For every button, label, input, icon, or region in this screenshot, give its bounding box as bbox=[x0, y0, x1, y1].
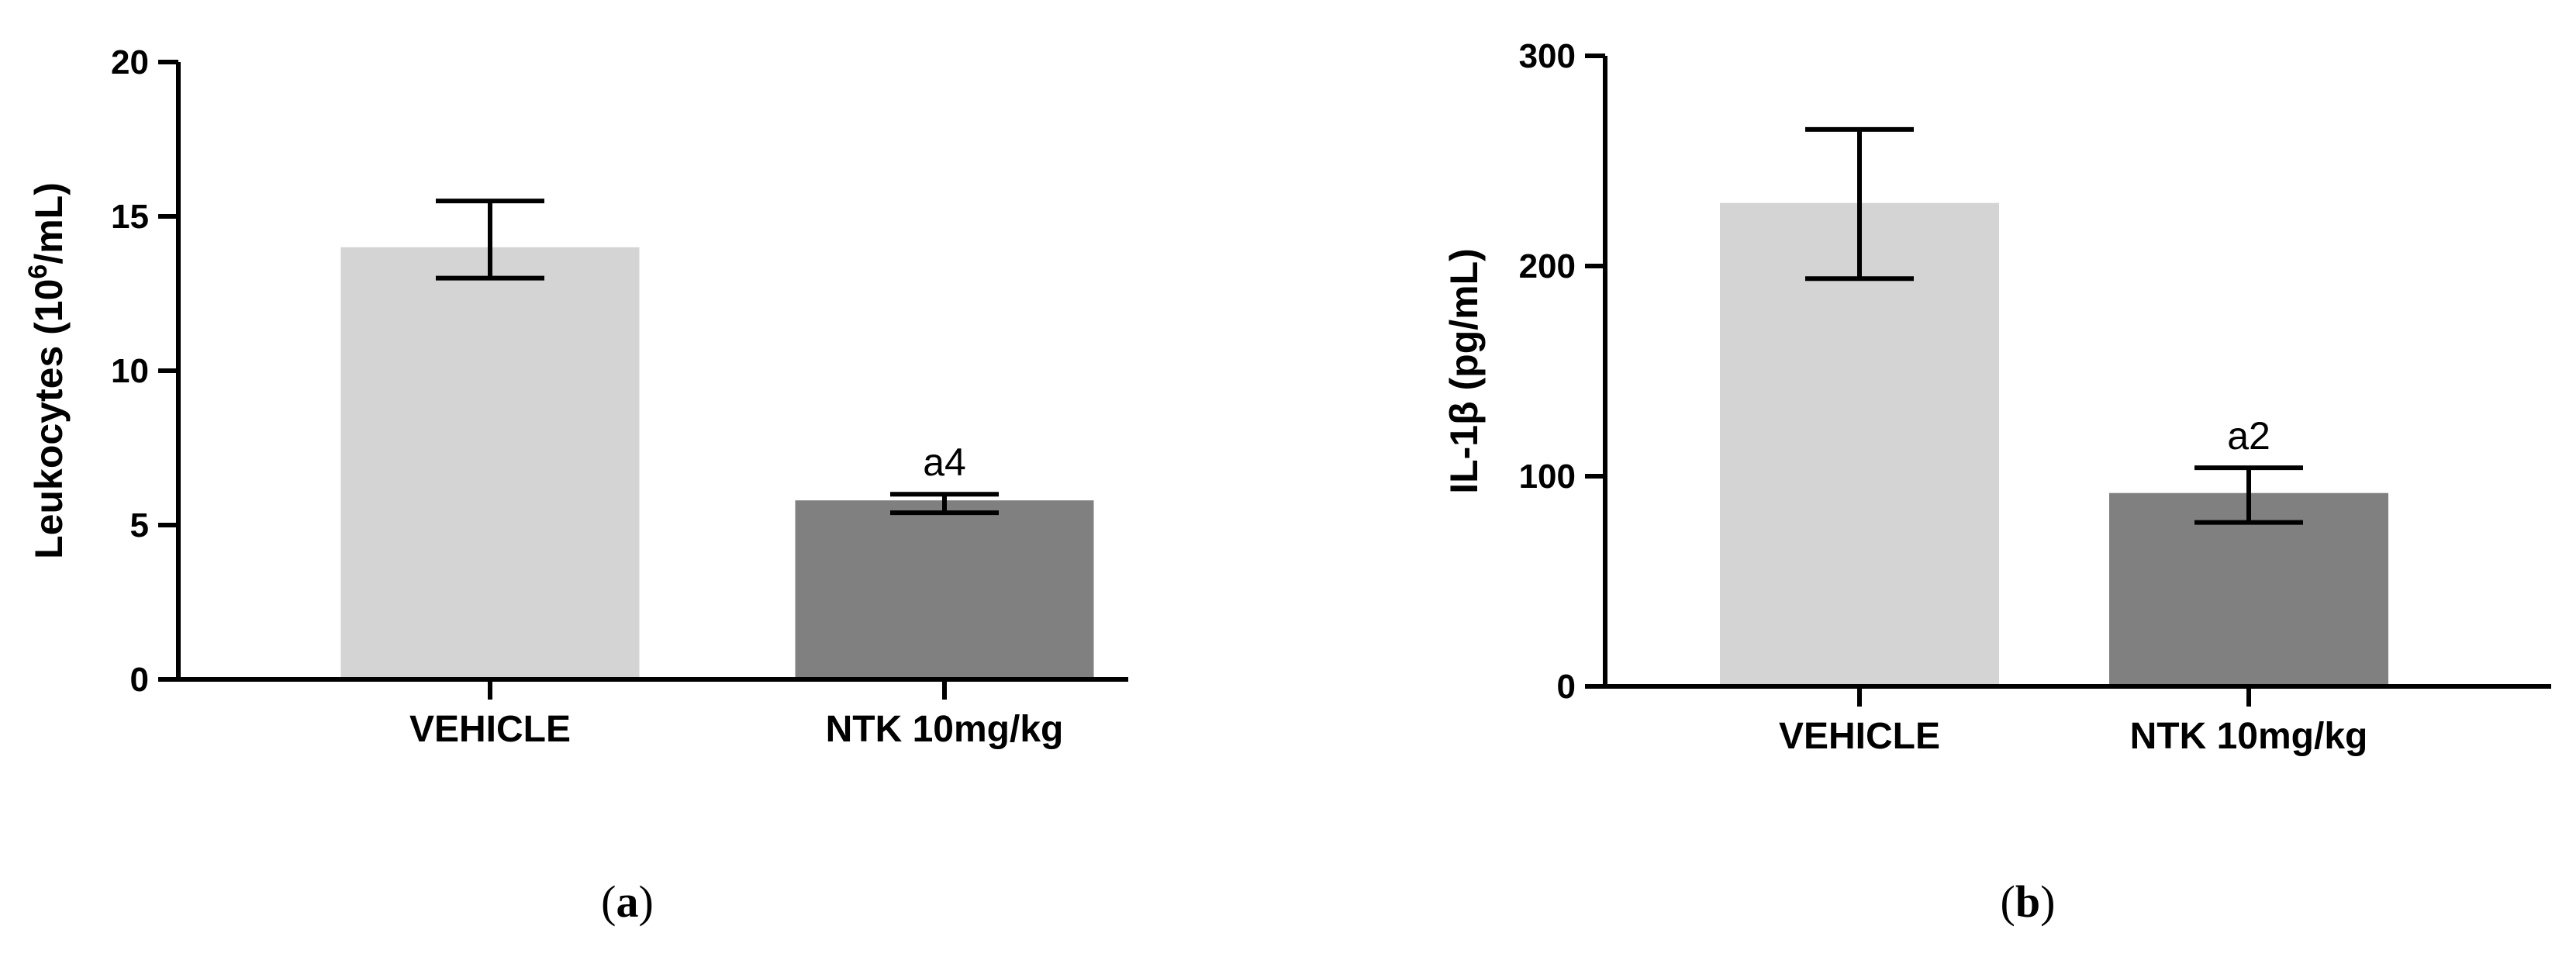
significance-label: a2 bbox=[2227, 414, 2270, 458]
x-category-label: NTK 10mg/kg bbox=[826, 709, 1064, 750]
panel-label: (a) bbox=[601, 876, 654, 927]
panel-label-letter: b bbox=[2015, 876, 2040, 927]
y-tick-label: 300 bbox=[1519, 37, 1576, 75]
x-category-label: VEHICLE bbox=[1779, 716, 1940, 757]
y-tick-label: 0 bbox=[1557, 668, 1576, 706]
significance-label: a4 bbox=[923, 441, 966, 484]
panel-label-open: ( bbox=[601, 876, 616, 927]
y-tick-label: 5 bbox=[130, 506, 149, 544]
chart-panel-a: a4 0 5 10 15 20 VEHICLE NTK 10mg/kg Leukocytes (… bbox=[23, 43, 1128, 927]
chart-panel-b: a2 0 100 200 300 VEHICLE NTK 10mg/kg IL-1β (pg/… bbox=[1442, 37, 2551, 927]
panel-label: (b) bbox=[2001, 876, 2056, 927]
y-tick-label: 15 bbox=[111, 198, 149, 236]
bar-vehicle bbox=[340, 247, 640, 679]
bar-ntk bbox=[2109, 492, 2388, 686]
error-bar bbox=[1805, 126, 1914, 282]
y-tick-label: 0 bbox=[130, 661, 149, 699]
y-axis-title-superscript: 6 bbox=[23, 264, 53, 279]
panel-label-letter: a bbox=[616, 876, 639, 927]
error-bar bbox=[890, 492, 999, 516]
y-axis-title-main: Leukocytes (10 bbox=[27, 279, 71, 559]
panel-label-open: ( bbox=[2001, 876, 2015, 927]
y-axis-title-main: IL-1β (pg/mL) bbox=[1442, 248, 1486, 494]
bar-vehicle bbox=[1720, 202, 1999, 686]
y-axis-title: Leukocytes (106/mL) bbox=[23, 182, 71, 559]
y-tick-label: 100 bbox=[1519, 458, 1576, 496]
panel-label-close: ) bbox=[2040, 876, 2055, 927]
panel-label-close: ) bbox=[639, 876, 654, 927]
y-tick-label: 200 bbox=[1519, 247, 1576, 285]
x-category-label: NTK 10mg/kg bbox=[2130, 716, 2368, 757]
y-tick-label: 10 bbox=[111, 352, 149, 390]
error-bar bbox=[436, 199, 544, 281]
bar-ntk bbox=[795, 500, 1094, 679]
y-axis-title-unit: /mL) bbox=[27, 182, 71, 264]
y-axis-title: IL-1β (pg/mL) bbox=[1442, 248, 1486, 494]
y-tick-label: 20 bbox=[111, 43, 149, 81]
x-category-label: VEHICLE bbox=[409, 709, 571, 750]
error-bar bbox=[2194, 465, 2303, 525]
